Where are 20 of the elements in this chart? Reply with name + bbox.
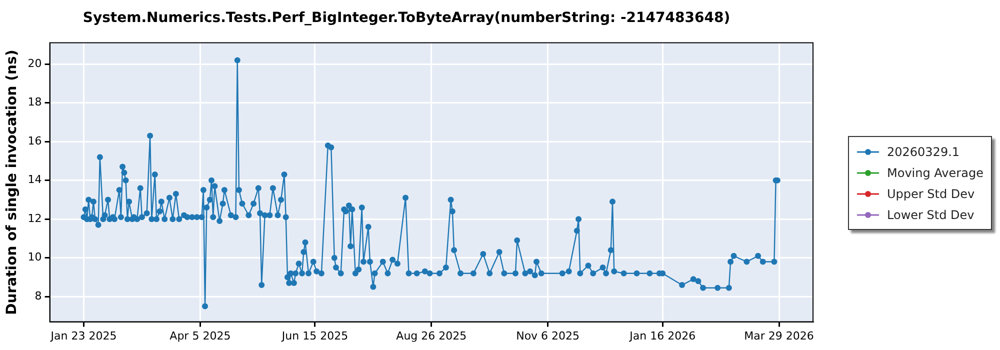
y-tick-label: 12: [28, 212, 42, 225]
x-tick-label: Nov 6 2025: [516, 329, 580, 342]
y-axis-title: Duration of single invocation (ns): [4, 50, 20, 315]
chart-title: System.Numerics.Tests.Perf_BigInteger.ToByteArray(numberString: -2147483648): [82, 10, 730, 26]
x-tick-label: Mar 29 2026: [744, 329, 814, 342]
legend-label: Moving Average: [887, 166, 984, 180]
legend-label: Upper Std Dev: [887, 186, 975, 200]
y-tick-label: 16: [28, 134, 42, 148]
x-tick-label: Aug 26 2025: [396, 329, 467, 342]
y-tick-label: 18: [28, 96, 42, 109]
y-tick-label: 8: [34, 289, 42, 302]
x-tick-label: Jan 16 2026: [628, 329, 696, 342]
legend-label: Lower Std Dev: [887, 208, 974, 222]
x-tick-label: Apr 5 2025: [170, 329, 231, 342]
x-tick-label: Jan 23 2025: [50, 329, 117, 342]
y-tick-label: 10: [28, 250, 42, 264]
y-tick-label: 20: [28, 56, 42, 70]
y-tick-label: 14: [28, 173, 42, 186]
x-tick-label: Jun 15 2025: [280, 329, 348, 342]
legend-label: 20260329.1: [887, 144, 960, 158]
